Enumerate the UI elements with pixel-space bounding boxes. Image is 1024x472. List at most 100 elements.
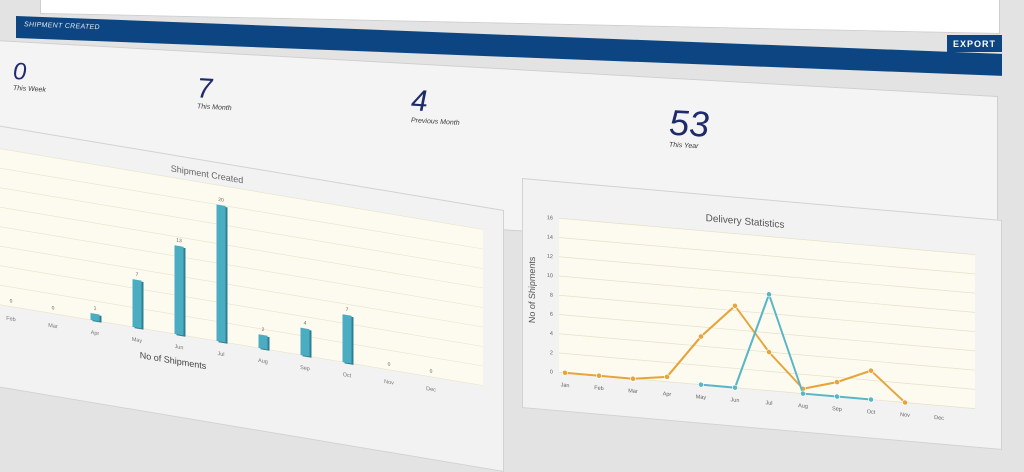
stat-label: This Week — [13, 84, 46, 94]
x-tick-label: Sep — [300, 365, 310, 373]
gridline — [559, 352, 975, 390]
chart-title: Delivery Statistics — [706, 213, 785, 231]
x-tick-label: Mar — [48, 323, 58, 331]
data-point — [664, 373, 670, 380]
y-tick-label: 2 — [550, 350, 553, 356]
data-point — [596, 372, 602, 379]
gridline — [0, 185, 483, 269]
stat-label: This Month — [197, 103, 232, 113]
gridline — [559, 217, 975, 255]
bar-value-label: 0 — [10, 298, 13, 304]
shipment-chart-panel: Shipment Created 0 Feb 0 Mar 1 Apr 7 May 13 Jun 20… — [0, 124, 504, 472]
y-tick-label: 14 — [547, 234, 553, 241]
export-button[interactable]: EXPORT — [947, 35, 1002, 52]
data-point — [698, 381, 704, 388]
bar — [342, 314, 352, 364]
gridline — [559, 256, 975, 294]
data-point — [800, 390, 806, 397]
bar-value-label: 4 — [304, 320, 307, 326]
gridline — [0, 302, 483, 386]
x-tick-label: Jun — [175, 344, 184, 351]
section-title: SHIPMENT CREATED — [24, 21, 100, 32]
data-point — [562, 369, 568, 376]
data-point — [766, 349, 772, 356]
stat-label: Previous Month — [411, 117, 460, 127]
y-tick-label: 16 — [547, 215, 553, 222]
gridline — [559, 314, 975, 352]
delivery-statistics-chart: 0 2 4 6 8 10 12 14 16 Delivery Statistics No of … — [527, 213, 975, 422]
delivery-chart-panel: 0 2 4 6 8 10 12 14 16 Delivery Statistics No of … — [522, 178, 1002, 450]
bar-value-label: 7 — [136, 272, 139, 278]
stat-this-year: 53 This Year — [669, 101, 710, 151]
bar-value-label: 7 — [346, 307, 349, 313]
bar-value-label: 1 — [94, 306, 97, 312]
gridline — [559, 237, 975, 275]
x-tick-label: Jan — [561, 382, 570, 389]
x-tick-label: Nov — [384, 379, 394, 387]
bar — [300, 327, 310, 357]
x-tick-label: Aug — [798, 403, 808, 410]
gridline — [0, 263, 483, 347]
stat-this-month: 7 This Month — [197, 72, 232, 113]
stat-previous-month: 4 Previous Month — [411, 84, 460, 127]
bar-value-label: 2 — [262, 327, 265, 333]
gridline — [0, 244, 483, 328]
x-tick-label: Jul — [217, 351, 224, 358]
bar — [216, 204, 226, 343]
x-tick-label: Jun — [731, 397, 740, 404]
x-tick-label: Oct — [343, 372, 352, 379]
data-point — [834, 393, 840, 400]
gridline — [0, 224, 483, 308]
data-point — [698, 333, 704, 340]
gridline — [0, 166, 483, 250]
data-point — [766, 291, 772, 298]
gridline — [559, 294, 975, 332]
bar-value-label: 0 — [388, 362, 391, 368]
x-tick-label: Nov — [900, 412, 910, 419]
y-tick-label: 8 — [550, 292, 553, 298]
x-tick-label: Feb — [594, 385, 603, 392]
x-tick-label: Aug — [258, 358, 268, 366]
y-tick-label: 6 — [550, 312, 553, 318]
gridline — [0, 146, 483, 230]
x-tick-label: Jul — [765, 400, 772, 407]
bar — [258, 334, 268, 350]
x-tick-label: Dec — [934, 415, 944, 422]
data-point — [732, 302, 738, 309]
data-point — [630, 375, 636, 382]
shipment-created-chart: Shipment Created 0Feb0Mar1Apr7May13Jun20… — [0, 146, 483, 394]
bar-value-label: 13 — [176, 238, 182, 245]
data-point — [902, 399, 908, 406]
x-tick-label: Apr — [91, 330, 100, 337]
bar — [132, 279, 142, 329]
bar-value-label: 0 — [52, 305, 55, 311]
data-point — [868, 396, 874, 403]
x-tick-label: Apr — [663, 391, 672, 398]
x-tick-label: Oct — [867, 409, 876, 416]
bar-value-label: 0 — [430, 369, 433, 375]
x-tick-label: May — [696, 394, 707, 401]
dashboard: SHIPMENT CREATED EXPORT 0 This Week 7 Th… — [0, 0, 1002, 472]
gridline — [0, 283, 483, 367]
series-line — [701, 291, 871, 401]
y-tick-label: 0 — [550, 369, 553, 375]
x-axis-label: No of Shipments — [140, 350, 207, 371]
data-point — [868, 367, 874, 374]
bar-value-label: 20 — [218, 197, 224, 204]
x-tick-label: Dec — [426, 386, 436, 394]
y-tick-label: 12 — [547, 254, 553, 261]
bar — [90, 312, 100, 322]
data-point — [834, 379, 840, 386]
x-tick-label: Feb — [6, 316, 15, 324]
bar — [174, 245, 184, 336]
x-tick-label: Mar — [628, 388, 638, 395]
x-tick-label: May — [132, 337, 143, 345]
stat-value: 7 — [197, 72, 213, 105]
x-tick-label: Sep — [832, 406, 842, 413]
stat-value: 0 — [13, 57, 27, 86]
data-point — [732, 384, 738, 391]
stat-value: 4 — [411, 84, 428, 119]
y-tick-label: 4 — [550, 331, 553, 337]
y-tick-label: 10 — [547, 273, 553, 280]
stat-value: 53 — [669, 101, 710, 145]
